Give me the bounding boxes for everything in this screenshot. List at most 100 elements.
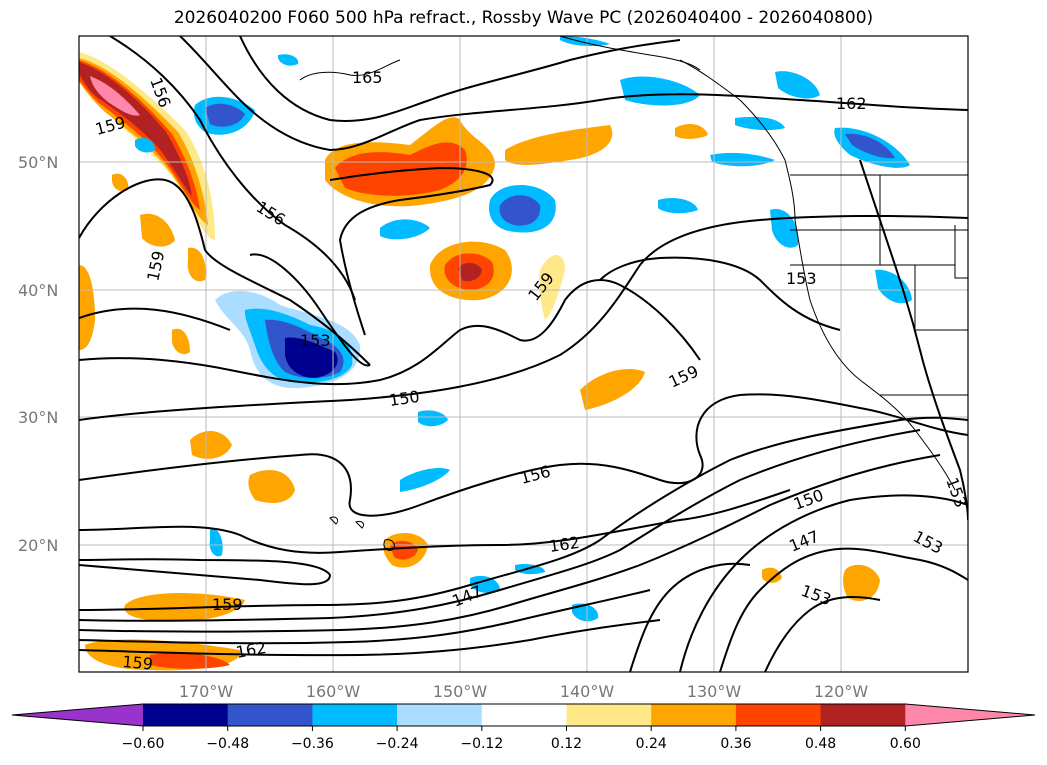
map-frame — [78, 35, 969, 673]
lon-label: 140°W — [560, 682, 615, 701]
colorbar-segment — [312, 704, 398, 726]
shade-negative-region — [135, 138, 155, 153]
colorbar-segment — [566, 704, 652, 726]
colorbar-segment — [820, 704, 906, 726]
shade-positive-region — [539, 255, 565, 320]
colorbar-tick-label: −0.60 — [122, 736, 165, 752]
contour-label: 162 — [234, 638, 267, 662]
contour-line — [79, 429, 921, 622]
colorbar-tick-label: 0.36 — [720, 736, 751, 752]
shade-negative-region — [560, 36, 610, 47]
gridlines — [79, 36, 968, 672]
shade-negative-region — [572, 603, 599, 622]
colorbar-segment — [651, 704, 737, 726]
lat-label: 40°N — [18, 281, 58, 300]
contour-label: 162 — [836, 94, 867, 113]
lon-label: 130°W — [687, 682, 742, 701]
shade-negative-region — [209, 529, 223, 557]
contour-label: 147 — [786, 527, 821, 556]
contour-line — [249, 253, 371, 367]
contour-line — [79, 558, 332, 586]
shade-positive-region — [90, 76, 140, 116]
shade-negative-region — [418, 410, 448, 427]
contour-lines — [79, 36, 968, 672]
colorbar-segment — [397, 704, 483, 726]
shade-negative-region — [205, 103, 245, 127]
shade-negative-region — [380, 219, 430, 240]
contour-label: 159 — [122, 652, 154, 674]
shade-positive-region — [335, 142, 467, 196]
coastlines — [299, 36, 968, 551]
contour-line — [79, 589, 651, 645]
contour-line — [599, 256, 841, 331]
lon-label: 170°W — [179, 682, 234, 701]
shade-positive-region — [140, 213, 175, 247]
contour-label: 153 — [910, 527, 946, 558]
colorbar-tick-label: 0.12 — [551, 736, 582, 752]
colorbar-extend-high — [905, 704, 1035, 726]
shade-negative-region — [499, 195, 541, 226]
longitude-labels: 170°W 160°W 150°W 140°W 130°W 120°W — [179, 682, 869, 701]
contour-line — [79, 489, 791, 554]
colorbar-tick-label: −0.24 — [376, 736, 419, 752]
shade-negative-region — [735, 116, 785, 131]
contour-label: 159 — [666, 361, 702, 391]
contour-label: 150 — [388, 387, 421, 410]
coastline-hawaii — [355, 521, 365, 529]
shade-positive-region — [112, 173, 129, 192]
colorbar-tick-label: 0.24 — [636, 736, 667, 752]
contour-label: 165 — [352, 68, 383, 87]
shade-negative-region — [658, 198, 698, 214]
shade-positive-region — [187, 247, 206, 282]
contour-line — [79, 619, 661, 657]
contour-line — [329, 166, 494, 336]
shade-negative-region — [470, 575, 500, 593]
shade-negative-region — [400, 468, 450, 492]
contour-line — [79, 454, 941, 633]
contour-line — [79, 178, 371, 366]
contour-line — [629, 562, 751, 672]
shade-negative-region — [775, 71, 820, 99]
contour-label: 153 — [799, 581, 834, 609]
contour-label: 153 — [786, 269, 817, 288]
contour-line — [79, 279, 701, 386]
coastline-hawaii — [383, 539, 395, 551]
shade-negative-region — [285, 337, 338, 378]
latitude-labels: 50°N 40°N 30°N 20°N — [18, 153, 58, 555]
contour-line — [79, 416, 968, 611]
shade-positive-region — [150, 653, 230, 669]
contour-label: 153 — [942, 475, 970, 510]
contour-label: 153 — [300, 331, 331, 350]
colorbar-extend-low — [12, 704, 143, 726]
shade-positive-region — [390, 540, 418, 560]
contour-line — [79, 214, 968, 421]
contour-line — [239, 36, 681, 122]
contour-line — [79, 393, 968, 517]
shade-negative-region — [620, 76, 700, 106]
colorbar-tick-label: 0.60 — [890, 736, 921, 752]
shade-positive-region — [580, 369, 645, 410]
contour-label: 159 — [212, 595, 243, 614]
shade-negative-region — [710, 152, 775, 167]
coastline-north-america — [559, 36, 701, 71]
lat-label: 20°N — [18, 536, 58, 555]
colorbar-ticks: −0.60 −0.48 −0.36 −0.24 −0.12 0.12 0.24 0.36 0.4… — [122, 726, 921, 752]
coastline-north-america — [679, 59, 956, 491]
shade-positive-region — [458, 262, 482, 282]
colorbar-segment — [143, 704, 229, 726]
contour-label: 156 — [518, 462, 552, 488]
lat-label: 30°N — [18, 408, 58, 427]
contour-labels: 156 165 162 159 156 159 153 159 153 159 … — [93, 68, 970, 674]
contour-line — [764, 596, 881, 672]
border-state — [954, 225, 968, 279]
colorbar-tick-label: 0.48 — [805, 736, 836, 752]
coastline-alaska-islands — [299, 59, 401, 81]
shade-positive-region — [505, 125, 613, 165]
lon-label: 150°W — [433, 682, 488, 701]
shade-negative-region — [770, 209, 799, 248]
shade-positive-region — [762, 567, 782, 583]
contour-line — [179, 36, 968, 152]
lon-label: 120°W — [814, 682, 869, 701]
shade-negative-region — [278, 54, 299, 66]
contour-line — [859, 159, 968, 521]
